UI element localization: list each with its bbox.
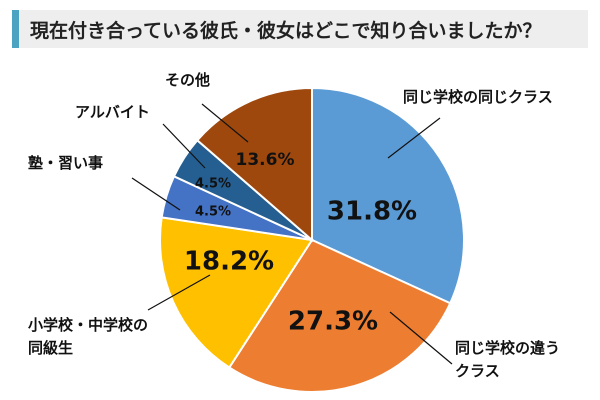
slice-value-label-5: 13.6% xyxy=(236,150,295,170)
pie-slice-1 xyxy=(227,238,452,393)
slice-category-label-2: 小学校・中学校の同級生 xyxy=(28,316,148,357)
slice-value-label-4: 4.5% xyxy=(195,177,231,192)
pie-slice-5 xyxy=(195,86,313,243)
slice-value-label-1: 27.3% xyxy=(288,307,378,337)
leader-line-5 xyxy=(201,103,249,143)
title-bar xyxy=(12,10,588,48)
slice-value-label-3: 4.5% xyxy=(195,205,231,220)
slice-value-label-0: 31.8% xyxy=(327,197,417,227)
slice-category-label-3: 塾・習い事 xyxy=(28,154,103,172)
slice-category-label-4: アルバイト xyxy=(75,103,150,121)
slice-category-label-1: 同じ学校の違うクラス xyxy=(455,339,560,380)
slice-category-label-5: その他 xyxy=(165,71,210,89)
leader-line-2 xyxy=(147,274,211,311)
slice-category-label-0: 同じ学校の同じクラス xyxy=(403,88,553,106)
chart-title: 現在付き合っている彼氏・彼女はどこで知り合いましたか？ xyxy=(30,20,542,42)
leader-line-0 xyxy=(387,117,441,159)
title-accent-bar xyxy=(12,10,19,48)
leader-line-3 xyxy=(131,177,181,211)
leader-line-4 xyxy=(162,123,206,169)
pie-slice-0 xyxy=(311,86,465,305)
pie-slice-2 xyxy=(159,216,314,369)
leader-line-1 xyxy=(389,311,453,365)
slice-value-label-2: 18.2% xyxy=(184,247,274,277)
